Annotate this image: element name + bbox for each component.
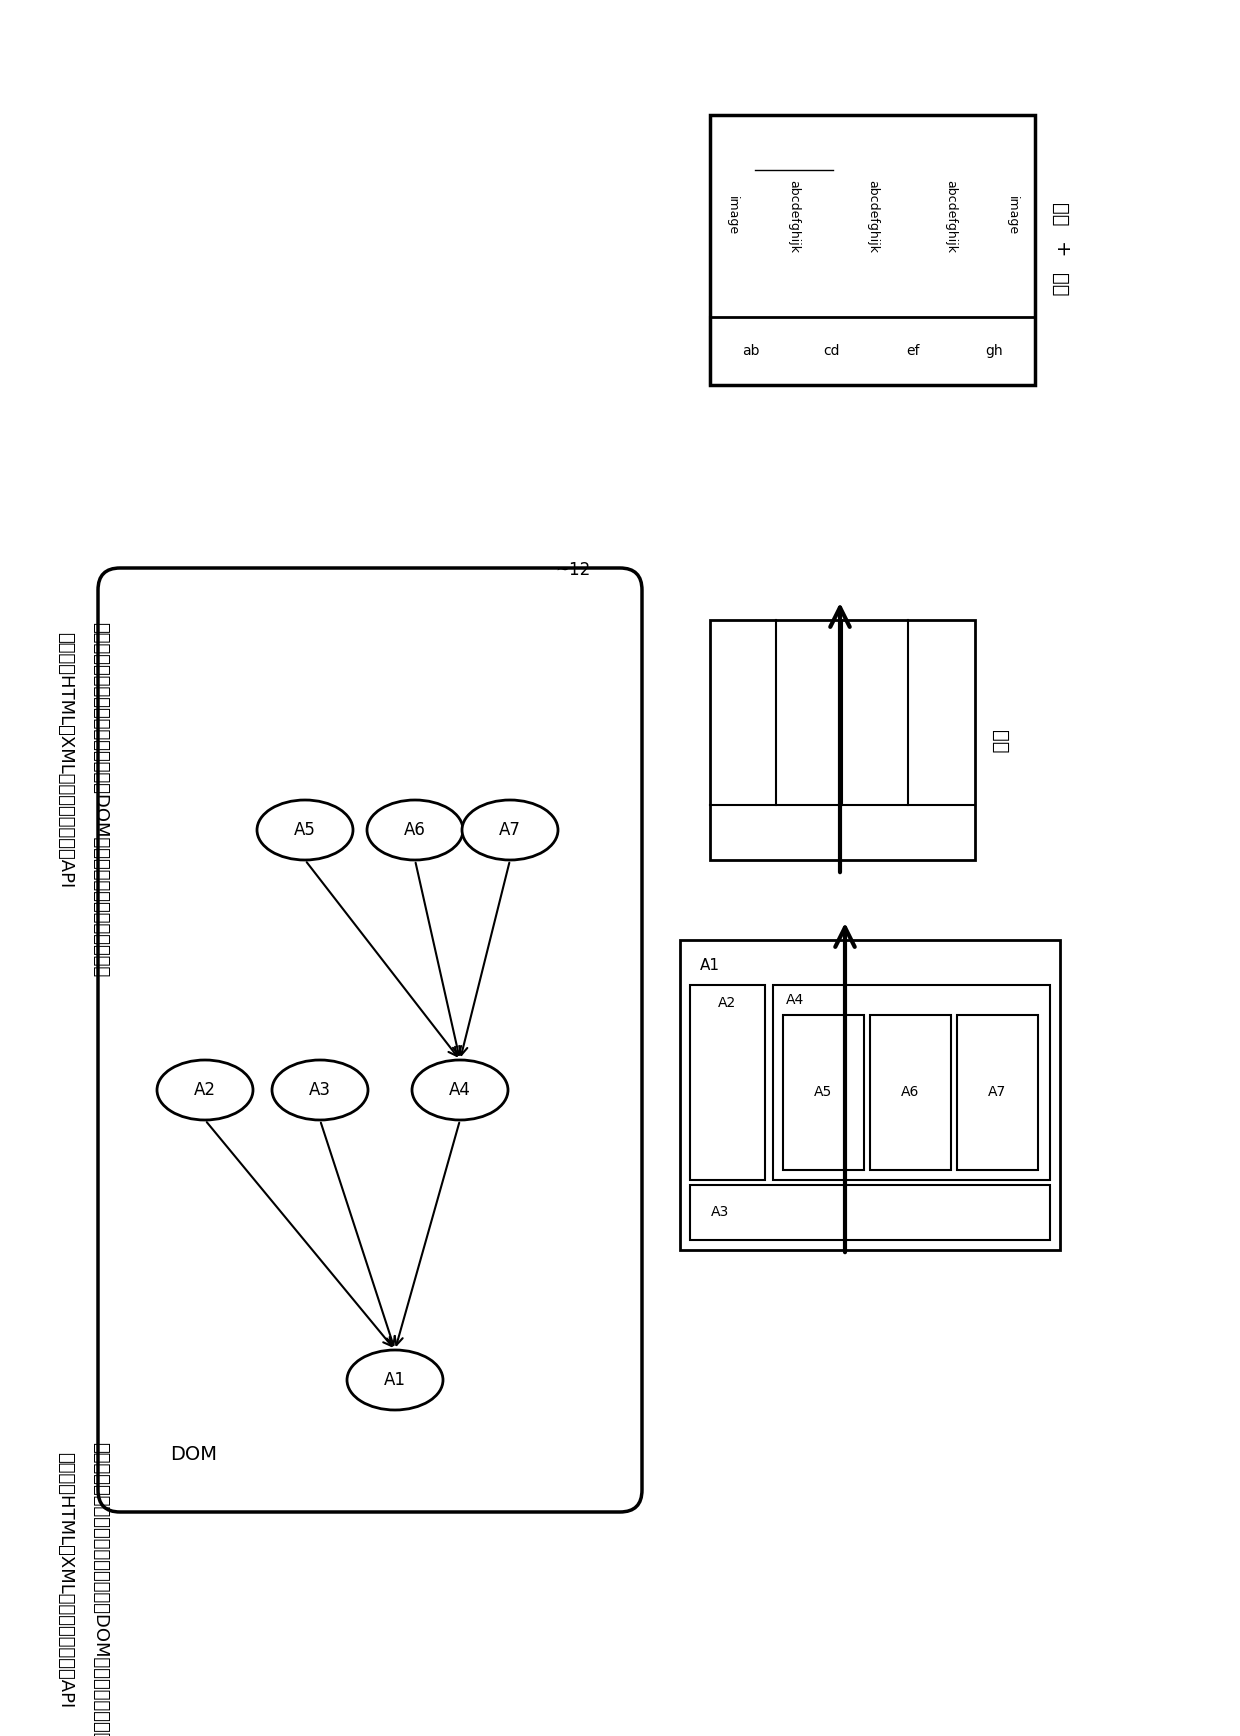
Text: abcdefghijk: abcdefghijk — [787, 179, 801, 252]
Bar — [689, 984, 765, 1180]
Ellipse shape — [347, 1351, 443, 1410]
FancyBboxPatch shape — [98, 568, 642, 1512]
Text: abcdefghijk: abcdefghijk — [866, 179, 879, 252]
Text: 绘制引擎将作为浏览器的内部呈现的DOM树转换为用户观看的页面呈现: 绘制引擎将作为浏览器的内部呈现的DOM树转换为用户观看的页面呈现 — [91, 1443, 109, 1736]
Text: A5: A5 — [294, 821, 316, 838]
Text: A4: A4 — [786, 993, 804, 1007]
Text: ~12: ~12 — [556, 561, 590, 580]
Text: ef: ef — [906, 344, 920, 358]
Bar — [680, 939, 1060, 1250]
Bar — [870, 1016, 951, 1170]
Text: A7: A7 — [988, 1085, 1006, 1099]
Bar — [957, 1016, 1038, 1170]
Text: DOM: DOM — [170, 1446, 217, 1465]
Text: A6: A6 — [900, 1085, 919, 1099]
Ellipse shape — [463, 800, 558, 859]
Text: A2: A2 — [193, 1082, 216, 1099]
Text: ab: ab — [742, 344, 759, 358]
Text: A2: A2 — [718, 996, 737, 1010]
Text: 用于处理HTML和XML的结构或者内容的API: 用于处理HTML和XML的结构或者内容的API — [56, 632, 74, 889]
Text: cd: cd — [823, 344, 841, 358]
Text: 布局: 布局 — [991, 731, 1009, 753]
Text: 用于处理HTML和XML的结构或者内容的API: 用于处理HTML和XML的结构或者内容的API — [56, 1451, 74, 1708]
Ellipse shape — [257, 800, 353, 859]
Text: A4: A4 — [449, 1082, 471, 1099]
Text: A5: A5 — [813, 1085, 832, 1099]
Text: A1: A1 — [384, 1371, 405, 1389]
Bar — [990, 115, 1035, 318]
Bar — [911, 115, 990, 318]
Ellipse shape — [157, 1061, 253, 1120]
Text: A6: A6 — [404, 821, 425, 838]
Text: 绘制引擎将作为浏览器的内部呈现的DOM树转换为用户观看的页面呈现: 绘制引擎将作为浏览器的内部呈现的DOM树转换为用户观看的页面呈现 — [91, 623, 109, 977]
Ellipse shape — [272, 1061, 368, 1120]
Bar — [773, 984, 1050, 1180]
Text: 内容: 内容 — [1050, 273, 1069, 297]
Bar — [833, 115, 911, 318]
Text: image: image — [725, 196, 739, 236]
Bar — [711, 318, 1035, 385]
Bar — [711, 115, 1035, 385]
Bar — [755, 115, 833, 318]
Text: image: image — [1006, 196, 1019, 236]
Bar — [711, 115, 755, 318]
Text: A3: A3 — [309, 1082, 331, 1099]
Bar — [689, 1186, 1050, 1240]
Text: gh: gh — [986, 344, 1003, 358]
Text: A1: A1 — [701, 958, 720, 972]
Ellipse shape — [367, 800, 463, 859]
Text: +: + — [1050, 241, 1069, 259]
Text: A3: A3 — [711, 1205, 729, 1219]
Text: 布局: 布局 — [1050, 203, 1069, 227]
Text: abcdefghijk: abcdefghijk — [945, 179, 957, 252]
Bar — [711, 620, 975, 859]
Ellipse shape — [412, 1061, 508, 1120]
Bar — [782, 1016, 864, 1170]
Text: A7: A7 — [498, 821, 521, 838]
